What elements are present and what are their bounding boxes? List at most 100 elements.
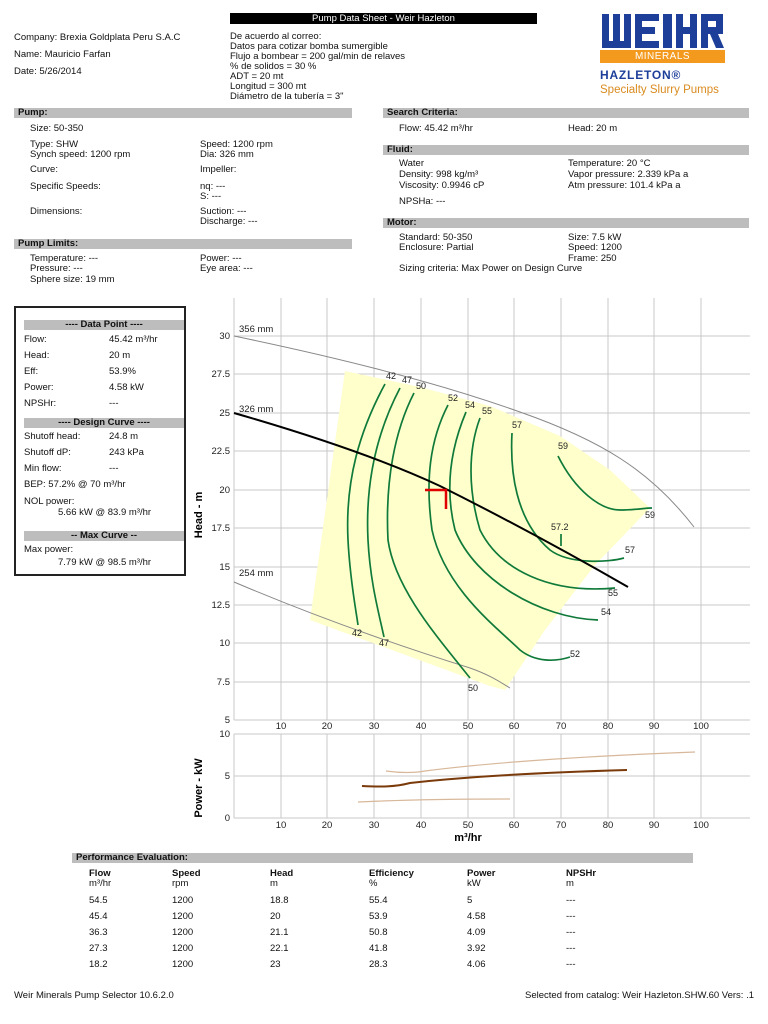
pump-section-header: Pump: — [14, 108, 352, 118]
svg-text:7.5: 7.5 — [217, 677, 230, 688]
cell: --- — [566, 927, 576, 938]
dp-eff-value: 53.9% — [109, 366, 136, 377]
motor-enclosure: Enclosure: Partial — [399, 242, 474, 253]
svg-text:42: 42 — [386, 371, 396, 381]
cell: 1200 — [172, 959, 194, 970]
pump-specific-speeds: Specific Speeds: — [30, 181, 101, 192]
unit-power: kW — [467, 878, 481, 889]
note-line: De acuerdo al correo: — [230, 31, 322, 42]
cell: 1200 — [172, 927, 194, 938]
cell: 54.5 — [89, 895, 108, 906]
logo-hazleton: HAZLETON® — [600, 68, 682, 82]
fluid-viscosity: Viscosity: 0.9946 cP — [399, 180, 485, 191]
cell: 22.1 — [270, 943, 289, 954]
head-flow-chart: 30 27.5 25 22.5 20 17.5 15 12.5 10 7.5 5… — [193, 298, 750, 844]
svg-text:50: 50 — [416, 381, 426, 391]
limit-sphere-size: Sphere size: 19 mm — [30, 274, 115, 285]
dp-shutoff-dp-value: 243 kPa — [109, 447, 144, 458]
pump-suction: Suction: --- — [200, 206, 247, 217]
power-axis-label: Power - kW — [193, 758, 205, 818]
svg-text:40: 40 — [416, 721, 427, 732]
svg-text:0: 0 — [225, 813, 230, 824]
cell: 21.1 — [270, 927, 289, 938]
svg-text:90: 90 — [649, 820, 660, 831]
svg-text:90: 90 — [649, 721, 660, 732]
svg-text:57: 57 — [512, 420, 522, 430]
svg-text:80: 80 — [603, 820, 614, 831]
search-criteria-section-header: Search Criteria: — [383, 108, 749, 118]
cell: 36.3 — [89, 927, 108, 938]
cell: 4.06 — [467, 959, 486, 970]
dp-shutoff-head-label: Shutoff head: — [24, 431, 81, 442]
col-speed: Speed — [172, 868, 201, 879]
limit-eye-area: Eye area: --- — [200, 263, 253, 274]
dp-eff-label: Eff: — [24, 366, 39, 377]
svg-text:30: 30 — [369, 721, 380, 732]
note-line: Flujo a bombear = 200 gal/min de relaves — [230, 51, 406, 62]
power-curve-254mm — [357, 798, 511, 803]
efficiency-curves — [346, 383, 653, 679]
weir-wordmark-icon — [600, 12, 725, 50]
cell: 55.4 — [369, 895, 388, 906]
cell: 45.4 — [89, 911, 108, 922]
search-head: Head: 20 m — [568, 123, 618, 134]
cell: 50.8 — [369, 927, 388, 938]
note-line: % de solidos = 30 % — [230, 61, 317, 72]
unit-efficiency: % — [369, 878, 378, 889]
svg-text:42: 42 — [352, 628, 362, 638]
dp-power-label: Power: — [24, 382, 54, 393]
unit-head: m — [270, 878, 278, 889]
date-label: Date: 5/26/2014 — [14, 66, 82, 77]
pump-nq: nq: --- — [200, 181, 226, 192]
cell: --- — [566, 943, 576, 954]
svg-text:52: 52 — [448, 393, 458, 403]
cell: 3.92 — [467, 943, 486, 954]
svg-text:54: 54 — [601, 607, 611, 617]
power-chart-grid — [233, 733, 750, 819]
pump-s: S: --- — [200, 191, 222, 202]
dp-shutoff-head-value: 24.8 m — [109, 431, 139, 442]
fluid-density: Density: 998 kg/m³ — [399, 169, 479, 180]
cell: 23 — [270, 959, 281, 970]
fluid-vapor-pressure: Vapor pressure: 2.339 kPa a — [568, 169, 689, 180]
svg-text:100: 100 — [693, 721, 709, 732]
dp-head-value: 20 m — [109, 350, 131, 361]
limit-power: Power: --- — [200, 253, 242, 264]
svg-text:70: 70 — [556, 721, 567, 732]
flow-axis-label: m³/hr — [454, 832, 482, 844]
operating-point-marker — [425, 488, 448, 509]
note-line: ADT = 20 mt — [230, 71, 284, 82]
curve-326mm-design — [233, 412, 629, 588]
page-title: Pump Data Sheet - Weir Hazleton — [230, 13, 537, 24]
svg-text:326 mm: 326 mm — [239, 404, 273, 415]
svg-text:17.5: 17.5 — [212, 523, 231, 534]
svg-text:5: 5 — [225, 771, 230, 782]
cell: --- — [566, 911, 576, 922]
cell: 18.8 — [270, 895, 289, 906]
svg-text:22.5: 22.5 — [212, 446, 231, 457]
cell: 4.09 — [467, 927, 486, 938]
col-head: Head — [270, 868, 294, 879]
col-power: Power — [467, 868, 496, 879]
svg-text:50: 50 — [468, 683, 478, 693]
fluid-temperature: Temperature: 20 °C — [568, 158, 651, 169]
svg-text:40: 40 — [416, 820, 427, 831]
logo-minerals: MINERALS — [600, 50, 725, 63]
max-curve-title: -- Max Curve -- — [24, 531, 184, 541]
dp-shutoff-dp-label: Shutoff dP: — [24, 447, 71, 458]
svg-text:30: 30 — [369, 820, 380, 831]
fluid-name: Water — [399, 158, 424, 169]
pump-impeller: Impeller: — [200, 164, 237, 175]
power-x-ticks: 10 20 30 40 50 60 70 80 90 100 — [276, 820, 709, 831]
cell: 1200 — [172, 943, 194, 954]
motor-speed: Speed: 1200 — [568, 242, 622, 253]
data-point-title: ---- Data Point ---- — [24, 320, 184, 330]
pump-synch-speed: Synch speed: 1200 rpm — [30, 149, 131, 160]
svg-text:20: 20 — [322, 721, 333, 732]
note-line: Diámetro de la tubería = 3" — [230, 91, 344, 102]
col-flow: Flow — [89, 868, 111, 879]
design-curve-title: ---- Design Curve ---- — [24, 418, 184, 428]
cell: --- — [566, 895, 576, 906]
name-label: Name: Mauricio Farfan — [14, 49, 111, 60]
svg-text:20: 20 — [219, 485, 230, 496]
